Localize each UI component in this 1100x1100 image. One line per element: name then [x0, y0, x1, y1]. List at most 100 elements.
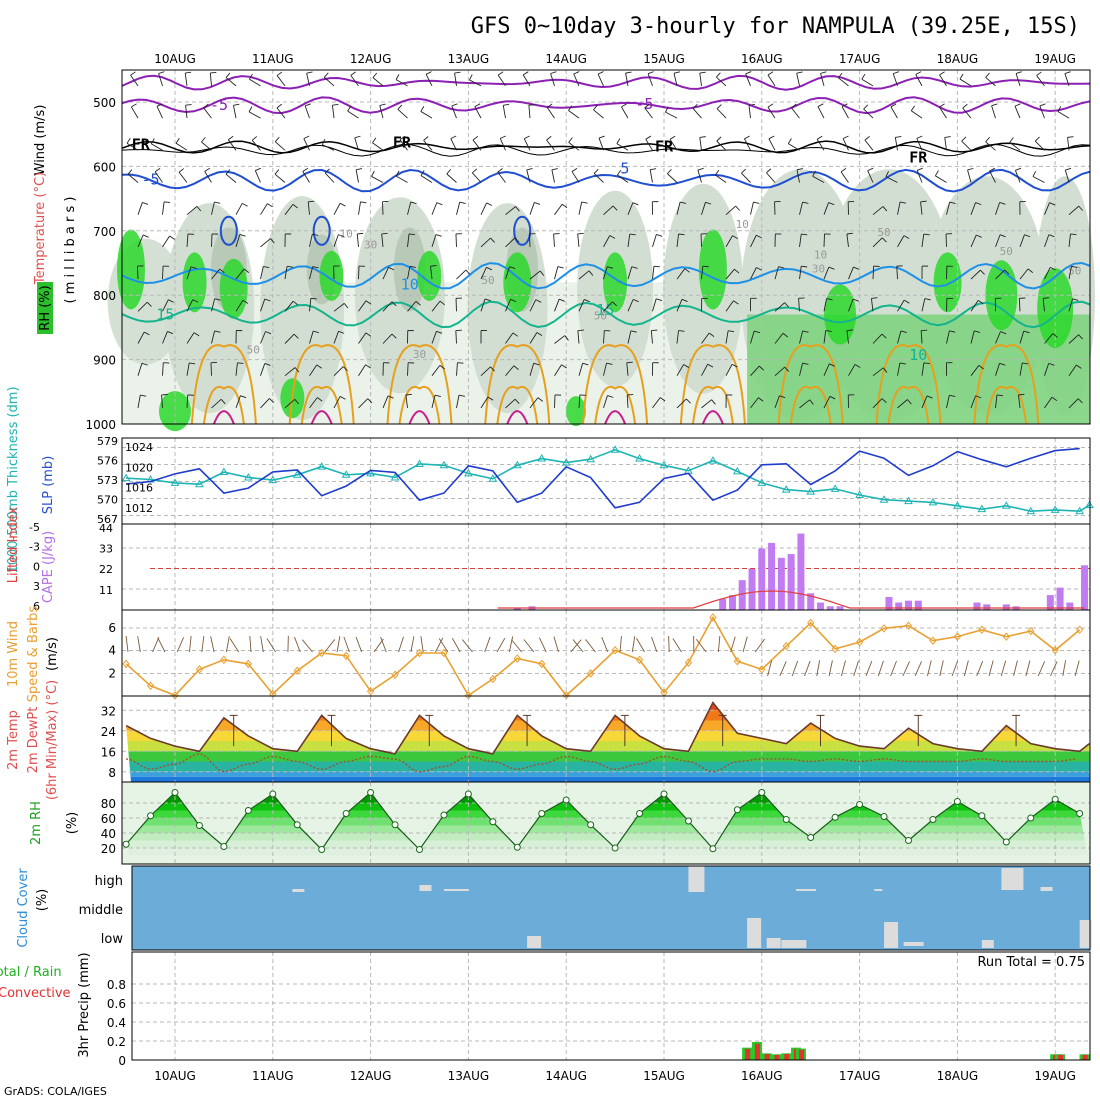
wind-barb [201, 141, 212, 151]
wind-barb [676, 330, 679, 344]
contour-25 [300, 386, 343, 425]
cape-bar [826, 606, 834, 610]
wind-barb-flag [999, 201, 1006, 205]
wind-barb-flag [486, 202, 493, 206]
wind-barb-flag [203, 103, 209, 109]
wind-barb [1009, 141, 1021, 151]
wind-barb [568, 142, 580, 151]
wind-barb-flag [267, 203, 273, 208]
ylabel-2m-dewpt: 2m DewPt [26, 707, 41, 774]
wind-barb-flag [167, 331, 174, 335]
wind-barb [896, 266, 898, 280]
wind-barb [371, 176, 384, 183]
wind-barb-flag [926, 395, 933, 399]
wind-barb [554, 203, 563, 215]
thickness-slp-grid [122, 438, 1090, 524]
cape-bar [905, 600, 912, 610]
wind-barb-flag [1023, 330, 1030, 334]
rh-green-blob [417, 250, 442, 301]
wind-barb-flag [996, 394, 1003, 397]
wind-barb [578, 299, 585, 312]
wind-barb-flag [356, 168, 363, 171]
wind-barb [307, 201, 310, 215]
rh-marker [171, 789, 179, 796]
contour-20 [484, 344, 551, 425]
wind-barb-flag [731, 363, 738, 368]
wind-barb-flag [248, 73, 253, 80]
wind-barb [162, 299, 169, 312]
wind-barb [407, 266, 411, 280]
wind-barb [456, 202, 461, 215]
wind-barb-flag [962, 103, 968, 109]
wind-barb [425, 74, 433, 87]
rh-marker [513, 843, 521, 851]
wind-barb-flag [294, 367, 300, 373]
wind-barb [186, 299, 194, 312]
wind-barb-flag [269, 398, 275, 403]
contour-label: 15 [596, 301, 614, 319]
contour-25 [496, 386, 539, 425]
wind-barb-flag [980, 269, 985, 275]
rh-band [126, 840, 1090, 848]
rh-marker [367, 789, 375, 796]
cape-li-panel: -5 -3 0 3 6 44 33 22 11 Lifted Index CAPE (J/kg) [6, 506, 1091, 613]
wind-barb-flag [1048, 362, 1055, 366]
wind-barb-flag [907, 399, 912, 405]
rh2m-tick: 20 [101, 842, 116, 856]
wind-barb [1068, 298, 1074, 312]
cape-bar [816, 602, 824, 610]
wind-barb-flag [809, 399, 814, 405]
contour-label: 50 [247, 344, 260, 357]
wind-barb [309, 266, 314, 280]
wind-barb-flag [434, 394, 441, 398]
wind-barb-flag [537, 397, 544, 402]
wind-barb-flag [1051, 396, 1058, 402]
wind-barb-10m [266, 638, 276, 653]
wind-barb-flag [317, 397, 323, 402]
wind-barb-flag [842, 135, 849, 139]
rh-marker [880, 813, 888, 820]
wind-barb-flag [582, 362, 589, 366]
rh-green-blob [319, 250, 344, 301]
contour-label: 10 [340, 228, 353, 241]
contour-label: FR [655, 137, 674, 155]
wind-barb-flag [989, 167, 996, 172]
wind-barb-flag [861, 73, 866, 80]
wind-barb [260, 298, 266, 312]
ylabel-thickness: 1000-500mb Thickness (dm) [6, 386, 21, 573]
wind-barb [676, 268, 686, 280]
rh-marker [905, 837, 912, 844]
wind-barb [864, 139, 874, 151]
wind-barb-10m [668, 635, 670, 653]
wind-barb-10m [717, 636, 721, 653]
wind-barb-flag [201, 137, 206, 143]
wind-barb [750, 267, 757, 280]
thickness-marker [1085, 500, 1094, 509]
wind-barb [578, 363, 584, 376]
contour-30 [604, 410, 627, 425]
wind-barb [816, 139, 825, 151]
wind-barb [137, 234, 144, 248]
wind-barb [872, 206, 884, 216]
ylabel-cape: CAPE (J/kg) [41, 531, 56, 603]
wind-barb [499, 138, 506, 151]
wind-barb-flag [915, 71, 922, 75]
wind-barb-flag [131, 103, 137, 108]
rh-marker [1076, 810, 1084, 817]
wind-barb [673, 73, 678, 87]
wind-barb-flag [1078, 205, 1084, 211]
wind-barb-flag [561, 364, 567, 369]
wind-speed-marker [220, 655, 228, 665]
wind-barb [649, 169, 653, 183]
wind-barb [652, 397, 661, 409]
wind-speed-marker [904, 621, 913, 630]
thickness-marker [268, 475, 278, 484]
wind-barb [260, 203, 268, 215]
profile-frame [121, 69, 1091, 425]
wind-barb-flag [568, 137, 573, 143]
wind-barb-flag [528, 104, 535, 106]
wind-barb-flag [867, 167, 874, 172]
wind-barb [522, 74, 531, 87]
wind-barb-10m [523, 639, 535, 653]
